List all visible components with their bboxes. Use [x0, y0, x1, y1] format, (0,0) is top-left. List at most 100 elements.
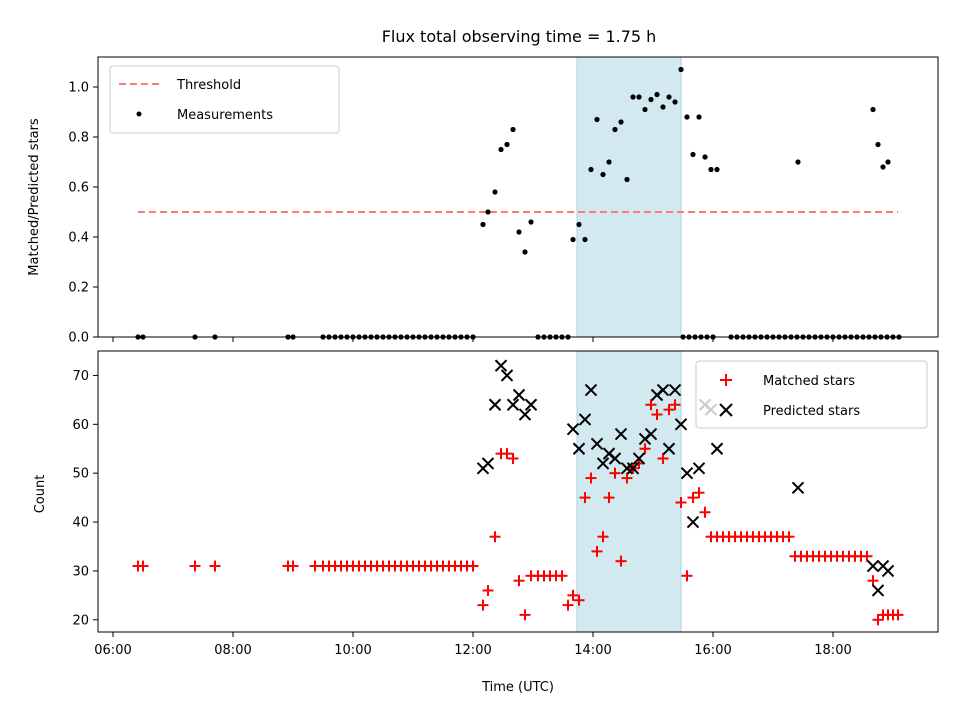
- matched-star-point: [603, 492, 615, 504]
- predicted-star-point: [614, 427, 628, 441]
- matched-star-point: [597, 531, 609, 543]
- measurement-point: [684, 114, 690, 120]
- matched-star-point: [615, 555, 627, 567]
- legend-matched-swatch: [720, 374, 732, 386]
- predicted-star-point: [656, 383, 670, 397]
- measurement-point: [516, 229, 522, 235]
- matched-star-point: [567, 589, 579, 601]
- predicted-star-point: [608, 452, 622, 465]
- predicted-star-point: [488, 398, 502, 411]
- predicted-star-point: [632, 452, 646, 465]
- matched-star-point: [482, 584, 494, 596]
- measurement-point: [485, 209, 491, 215]
- y-tick-label: 60: [72, 418, 89, 433]
- bottom-plot-frame: [97, 350, 939, 633]
- predicted-star-point: [512, 388, 526, 402]
- matched-star-point: [579, 492, 591, 504]
- y-tick-label: 0.2: [68, 281, 89, 296]
- top-legend-box: [109, 65, 340, 134]
- predicted-star-point: [710, 442, 724, 455]
- predicted-star-point: [572, 442, 586, 455]
- matched-star-point: [501, 448, 513, 460]
- top-panel: Flux total observing time = 1.75 h 0.0 0.…: [27, 27, 939, 346]
- measurement-point: [642, 106, 648, 113]
- matched-star-point: [872, 614, 884, 626]
- matched-star-point: [209, 560, 221, 572]
- predicted-star-point: [578, 413, 592, 426]
- predicted-star-point: [674, 418, 688, 431]
- matched-star-point: [556, 570, 568, 582]
- matched-star-point: [861, 550, 873, 562]
- measurement-point: [636, 94, 642, 100]
- y-tick-label: 1.0: [68, 81, 89, 96]
- matched-star-point: [669, 399, 681, 411]
- matched-star-point: [639, 443, 651, 455]
- predicted-star-point: [686, 515, 700, 529]
- y-tick-label: 0.8: [68, 131, 89, 146]
- predicted-star-point: [626, 462, 640, 475]
- matched-star-point: [562, 599, 574, 611]
- measurement-point: [504, 141, 510, 148]
- measurement-point: [654, 91, 660, 98]
- measurement-point: [480, 221, 486, 228]
- predicted-star-point: [518, 408, 532, 421]
- observing-window-shade: [576, 350, 682, 633]
- matched-star-point: [687, 492, 699, 504]
- measurement-point: [690, 151, 696, 158]
- predicted-star-point: [680, 466, 694, 480]
- measurement-point: [588, 166, 594, 173]
- measurement-point: [870, 106, 876, 113]
- matched-star-point: [621, 472, 633, 484]
- measurement-point: [612, 126, 618, 133]
- matched-star-point: [287, 560, 299, 572]
- matched-star-point: [467, 560, 479, 572]
- predicted-star-point: [506, 398, 520, 411]
- measurement-point: [660, 104, 666, 110]
- measurement-point: [880, 164, 886, 170]
- x-tick-label: 06:00: [94, 643, 131, 658]
- x-tick-label: 10:00: [334, 643, 371, 658]
- top-y-axis-label: Matched/Predicted stars: [27, 118, 42, 276]
- measurement-point: [666, 94, 672, 100]
- y-tick-label: 50: [72, 467, 89, 482]
- matched-star-point: [892, 609, 904, 621]
- measurement-point: [522, 249, 528, 255]
- measurement-point: [672, 99, 678, 105]
- predicted-star-point: [662, 442, 676, 455]
- measurement-point: [510, 126, 516, 133]
- measurement-point: [875, 141, 881, 148]
- x-tick-label: 14:00: [574, 643, 611, 658]
- predicted-star-point: [644, 427, 658, 441]
- measurement-point: [594, 116, 600, 123]
- matched-star-point: [783, 531, 795, 543]
- measurement-point: [678, 66, 684, 73]
- bottom-legend-box: [695, 360, 928, 429]
- x-tick-label: 18:00: [814, 643, 851, 658]
- legend-measurements-swatch: [136, 111, 142, 117]
- legend-predicted-label: Predicted stars: [763, 404, 860, 419]
- y-tick-label: 0.4: [68, 231, 89, 246]
- y-tick-label: 0.6: [68, 181, 89, 196]
- y-tick-label: 20: [72, 613, 89, 628]
- top-legend: Threshold Measurements: [109, 65, 340, 134]
- predicted-star-point: [692, 462, 706, 475]
- measurement-point: [795, 159, 801, 165]
- measurement-point: [714, 166, 720, 173]
- measurement-point: [528, 219, 534, 225]
- matched-star-point: [663, 404, 675, 416]
- predicted-star-point: [584, 383, 598, 397]
- measurement-point: [696, 114, 702, 120]
- matched-star-point: [489, 531, 501, 543]
- legend-threshold-label: Threshold: [176, 78, 241, 93]
- matched-star-point: [507, 453, 519, 465]
- matched-star-point: [573, 594, 585, 606]
- matched-star-point: [477, 599, 489, 611]
- measurement-point: [630, 94, 636, 100]
- predicted-star-point: [500, 369, 514, 382]
- measurement-point: [708, 166, 714, 173]
- matched-star-point: [693, 487, 705, 499]
- chart-title: Flux total observing time = 1.75 h: [382, 27, 657, 46]
- x-axis-label: Time (UTC): [481, 680, 554, 695]
- predicted-star-point: [881, 564, 895, 578]
- predicted-star-point: [524, 398, 538, 411]
